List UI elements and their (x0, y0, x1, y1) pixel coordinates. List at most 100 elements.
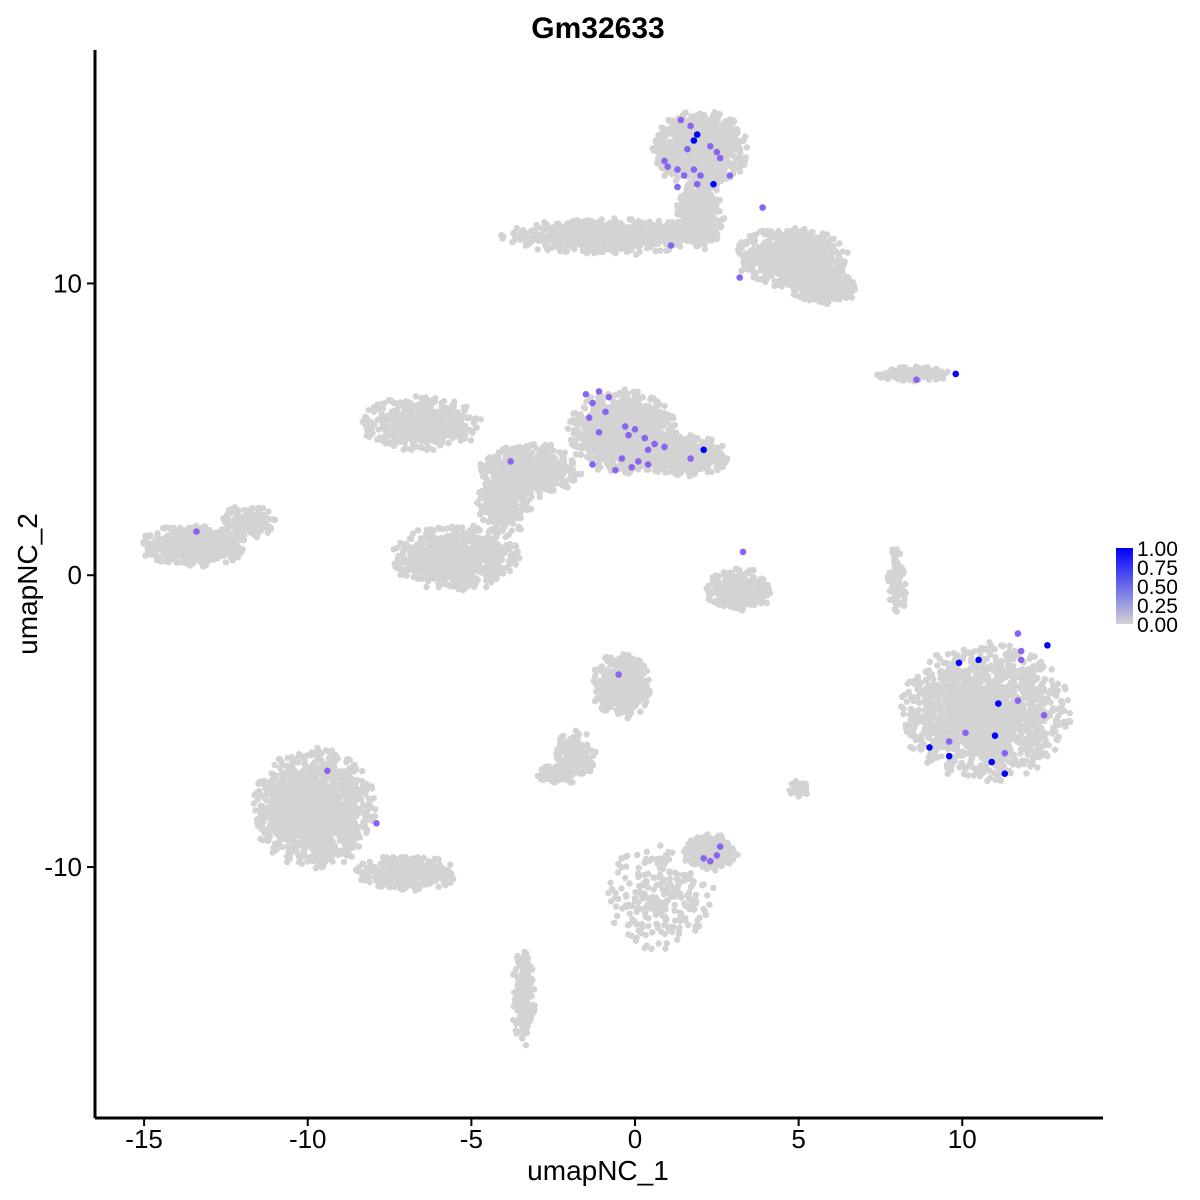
cell-point (704, 187, 712, 194)
cell-point (614, 430, 621, 437)
cell-point (681, 109, 689, 117)
cell-point (370, 421, 378, 428)
cell-point (721, 127, 729, 134)
cell-point (456, 421, 463, 428)
cell-point (684, 218, 691, 225)
cell-point (700, 145, 708, 152)
cell-point (694, 222, 702, 229)
cell-point (803, 261, 810, 269)
cell-point (599, 248, 606, 256)
cell-point (696, 205, 703, 212)
cell-point (715, 165, 722, 172)
cell-point (375, 402, 383, 409)
cell-point (611, 453, 619, 461)
cell-point (705, 210, 713, 218)
cell-point (682, 448, 690, 455)
cell-point (539, 224, 546, 232)
cell-point (692, 112, 699, 119)
cell-point (813, 245, 820, 252)
cell-point (412, 393, 420, 400)
cell-point (461, 407, 468, 414)
cell-point (910, 370, 917, 377)
cell-point (522, 242, 529, 249)
cell-point (586, 230, 593, 237)
cell-point (743, 240, 750, 248)
cell-point (808, 294, 815, 301)
cell-point (916, 366, 924, 373)
cell-point (741, 158, 748, 165)
cell-point (786, 258, 794, 266)
cell-point (721, 166, 728, 174)
cell-point (564, 425, 572, 432)
cell-point (677, 466, 684, 474)
cell-point (743, 144, 751, 151)
cell-point (791, 287, 798, 294)
cell-point (649, 408, 656, 415)
cell-point (897, 371, 904, 378)
cell-point (791, 235, 799, 242)
cell-point (762, 278, 769, 286)
cell-point (665, 151, 672, 159)
cell-point (682, 235, 689, 242)
cell-point (597, 235, 604, 243)
cell-point (735, 246, 742, 253)
cell-point (567, 232, 574, 239)
cell-point (732, 135, 740, 143)
cell-point (690, 189, 697, 196)
cell-point (419, 438, 426, 445)
cell-point (604, 431, 612, 439)
cell-point (519, 227, 527, 234)
cell-point (641, 429, 648, 436)
cell-point (667, 422, 674, 429)
cell-point (663, 413, 670, 420)
cell-point (742, 264, 749, 272)
cell-point (637, 441, 644, 449)
cluster-small-island-right-mid (874, 363, 951, 385)
cell-point (443, 431, 450, 438)
cell-point (633, 228, 640, 235)
cell-point (617, 415, 624, 422)
cell-point (612, 391, 619, 399)
cell-point (833, 287, 840, 295)
cell-point (686, 205, 694, 212)
cell-point (643, 454, 651, 462)
cell-point (658, 421, 665, 428)
cell-point (740, 254, 747, 262)
cell-point (363, 415, 371, 422)
cell-point (677, 222, 684, 229)
cell-point (572, 430, 579, 437)
cell-point (587, 452, 594, 459)
cell-point (595, 451, 602, 458)
cell-point (627, 414, 635, 421)
cell-point (594, 442, 601, 449)
cell-point (673, 150, 680, 157)
cell-point (811, 270, 818, 277)
cell-point (670, 156, 677, 163)
cell-point (663, 247, 670, 254)
cell-point (509, 239, 516, 246)
cell-point (654, 398, 661, 405)
cell-point (892, 370, 899, 378)
cell-point (726, 120, 733, 128)
cell-point (676, 228, 683, 235)
cell-point (588, 218, 596, 225)
cell-point (581, 420, 588, 427)
cell-point (655, 132, 662, 139)
cell-point (899, 364, 907, 371)
cell-point (611, 238, 619, 245)
cell-point (624, 403, 631, 410)
cell-point (677, 459, 684, 466)
cell-point (671, 469, 678, 476)
cluster-center-cluster-upper-left (359, 393, 485, 453)
cell-point (601, 454, 608, 462)
cell-point (663, 168, 670, 176)
cell-point (571, 419, 578, 427)
cell-point (822, 269, 829, 276)
cell-point (667, 143, 674, 150)
cell-point (621, 393, 629, 401)
cell-point (642, 404, 650, 412)
cell-point (681, 138, 688, 146)
cell-point (652, 433, 659, 441)
cell-point (391, 441, 398, 448)
cell-point (693, 446, 700, 453)
